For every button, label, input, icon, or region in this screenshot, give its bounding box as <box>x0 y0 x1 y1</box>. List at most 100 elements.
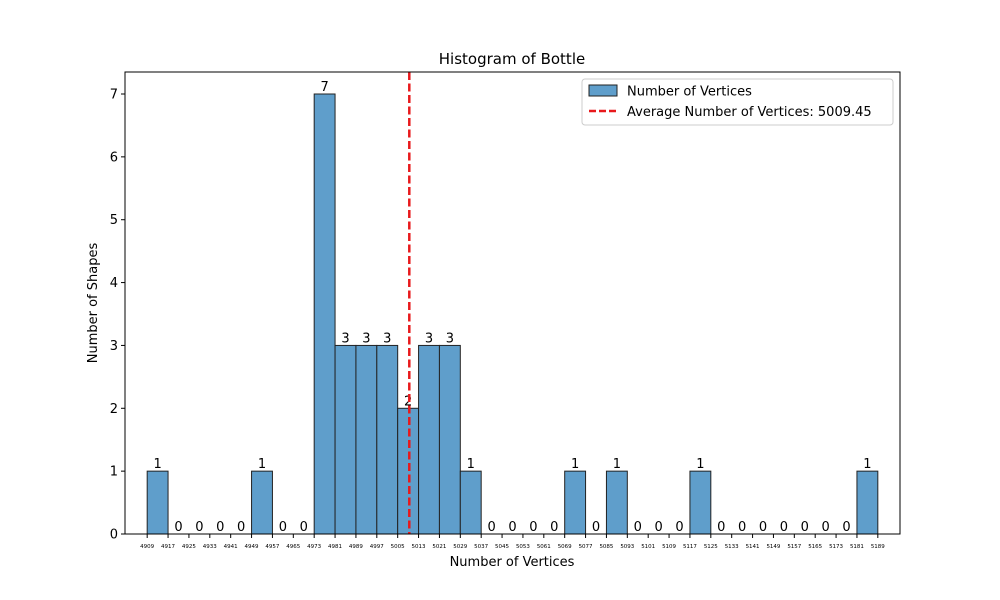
x-tick-label: 5005 <box>391 544 405 550</box>
x-tick-label: 4933 <box>203 544 217 550</box>
x-tick-label: 5117 <box>683 544 697 550</box>
x-tick-label: 5109 <box>662 544 676 550</box>
histogram-bar <box>356 345 377 534</box>
x-tick-label: 5181 <box>850 544 864 550</box>
y-tick-label: 0 <box>110 528 118 543</box>
legend-swatch-bars <box>589 85 617 96</box>
histogram-bar <box>460 471 481 534</box>
x-tick-label: 5077 <box>579 544 593 550</box>
bar-value-label: 0 <box>821 520 829 535</box>
histogram-bar <box>419 345 440 534</box>
x-tick-label: 4989 <box>349 544 363 550</box>
bars-group <box>147 94 878 534</box>
bar-value-label: 0 <box>634 520 642 535</box>
bar-value-label: 0 <box>508 520 516 535</box>
x-axis: 4909 4917 4925 4933 4941 4949 4957 4965 4973 4981… <box>140 534 885 550</box>
x-tick-label: 5189 <box>871 544 885 550</box>
y-tick-label: 7 <box>110 88 118 103</box>
y-tick-label: 4 <box>110 276 118 291</box>
x-tick-label: 5045 <box>495 544 509 550</box>
y-tick-label: 3 <box>110 339 118 354</box>
bar-value-label: 1 <box>153 457 161 472</box>
x-tick-label: 5029 <box>453 544 467 550</box>
histogram-bar <box>690 471 711 534</box>
bar-value-label: 0 <box>529 520 537 535</box>
x-tick-label: 5093 <box>620 544 634 550</box>
bar-value-label: 0 <box>759 520 767 535</box>
bar-value-label: 0 <box>801 520 809 535</box>
bar-value-label: 0 <box>842 520 850 535</box>
x-tick-label: 4965 <box>286 544 300 550</box>
bar-value-label: 0 <box>195 520 203 535</box>
bar-value-label: 1 <box>696 457 704 472</box>
x-tick-label: 4941 <box>224 544 238 550</box>
bar-value-label: 0 <box>300 520 308 535</box>
y-tick-label: 2 <box>110 402 118 417</box>
plot-frame <box>125 72 900 534</box>
bar-value-label: 0 <box>216 520 224 535</box>
histogram-bar <box>377 345 398 534</box>
bar-value-label: 1 <box>467 457 475 472</box>
y-axis: 0 1 2 3 4 5 6 7 <box>110 88 125 543</box>
x-tick-label: 5061 <box>537 544 551 550</box>
bar-value-label: 3 <box>446 331 454 346</box>
bar-value-label: 0 <box>738 520 746 535</box>
bar-value-label: 3 <box>362 331 370 346</box>
x-tick-label: 5173 <box>829 544 843 550</box>
histogram-bar <box>314 94 335 534</box>
y-tick-label: 5 <box>110 213 118 228</box>
x-tick-label: 4949 <box>245 544 259 550</box>
x-tick-label: 5125 <box>704 544 718 550</box>
x-tick-label: 4917 <box>161 544 175 550</box>
bar-value-label: 3 <box>341 331 349 346</box>
histogram-bar <box>606 471 627 534</box>
x-tick-label: 4957 <box>265 544 279 550</box>
histogram-bar <box>147 471 168 534</box>
x-tick-label: 5069 <box>558 544 572 550</box>
bar-value-label: 0 <box>780 520 788 535</box>
x-tick-label: 5085 <box>599 544 613 550</box>
histogram-bar <box>439 345 460 534</box>
bar-value-label: 0 <box>592 520 600 535</box>
bar-labels-group: 10000100733323310000101000100000001 <box>153 80 871 535</box>
x-tick-label: 5133 <box>725 544 739 550</box>
x-tick-label: 5037 <box>474 544 488 550</box>
x-tick-label: 5149 <box>766 544 780 550</box>
x-tick-label: 4981 <box>328 544 342 550</box>
legend: Number of Vertices Average Number of Ver… <box>582 79 893 125</box>
histogram-bar <box>335 345 356 534</box>
x-tick-label: 4925 <box>182 544 196 550</box>
x-tick-label: 5101 <box>641 544 655 550</box>
bar-value-label: 0 <box>675 520 683 535</box>
bar-value-label: 7 <box>320 80 328 95</box>
y-tick-label: 6 <box>110 150 118 165</box>
bar-value-label: 0 <box>237 520 245 535</box>
x-tick-label: 5021 <box>432 544 446 550</box>
x-tick-label: 5157 <box>787 544 801 550</box>
x-tick-label: 5141 <box>746 544 760 550</box>
x-tick-label: 5013 <box>412 544 426 550</box>
x-tick-label: 4997 <box>370 544 384 550</box>
bar-value-label: 1 <box>613 457 621 472</box>
legend-label-average: Average Number of Vertices: 5009.45 <box>627 105 872 120</box>
chart-title: Histogram of Bottle <box>439 50 585 68</box>
bar-value-label: 0 <box>654 520 662 535</box>
x-tick-label: 5053 <box>516 544 530 550</box>
bar-value-label: 3 <box>383 331 391 346</box>
histogram-bar <box>252 471 273 534</box>
legend-label-bars: Number of Vertices <box>627 85 752 100</box>
bar-value-label: 0 <box>279 520 287 535</box>
bar-value-label: 1 <box>258 457 266 472</box>
y-tick-label: 1 <box>110 465 118 480</box>
bar-value-label: 0 <box>174 520 182 535</box>
y-axis-label: Number of Shapes <box>86 243 101 364</box>
x-tick-label: 5165 <box>808 544 822 550</box>
bar-value-label: 1 <box>863 457 871 472</box>
bar-value-label: 0 <box>550 520 558 535</box>
x-tick-label: 4909 <box>140 544 154 550</box>
bar-value-label: 1 <box>571 457 579 472</box>
x-tick-label: 4973 <box>307 544 321 550</box>
bar-value-label: 0 <box>717 520 725 535</box>
histogram-bar <box>565 471 586 534</box>
